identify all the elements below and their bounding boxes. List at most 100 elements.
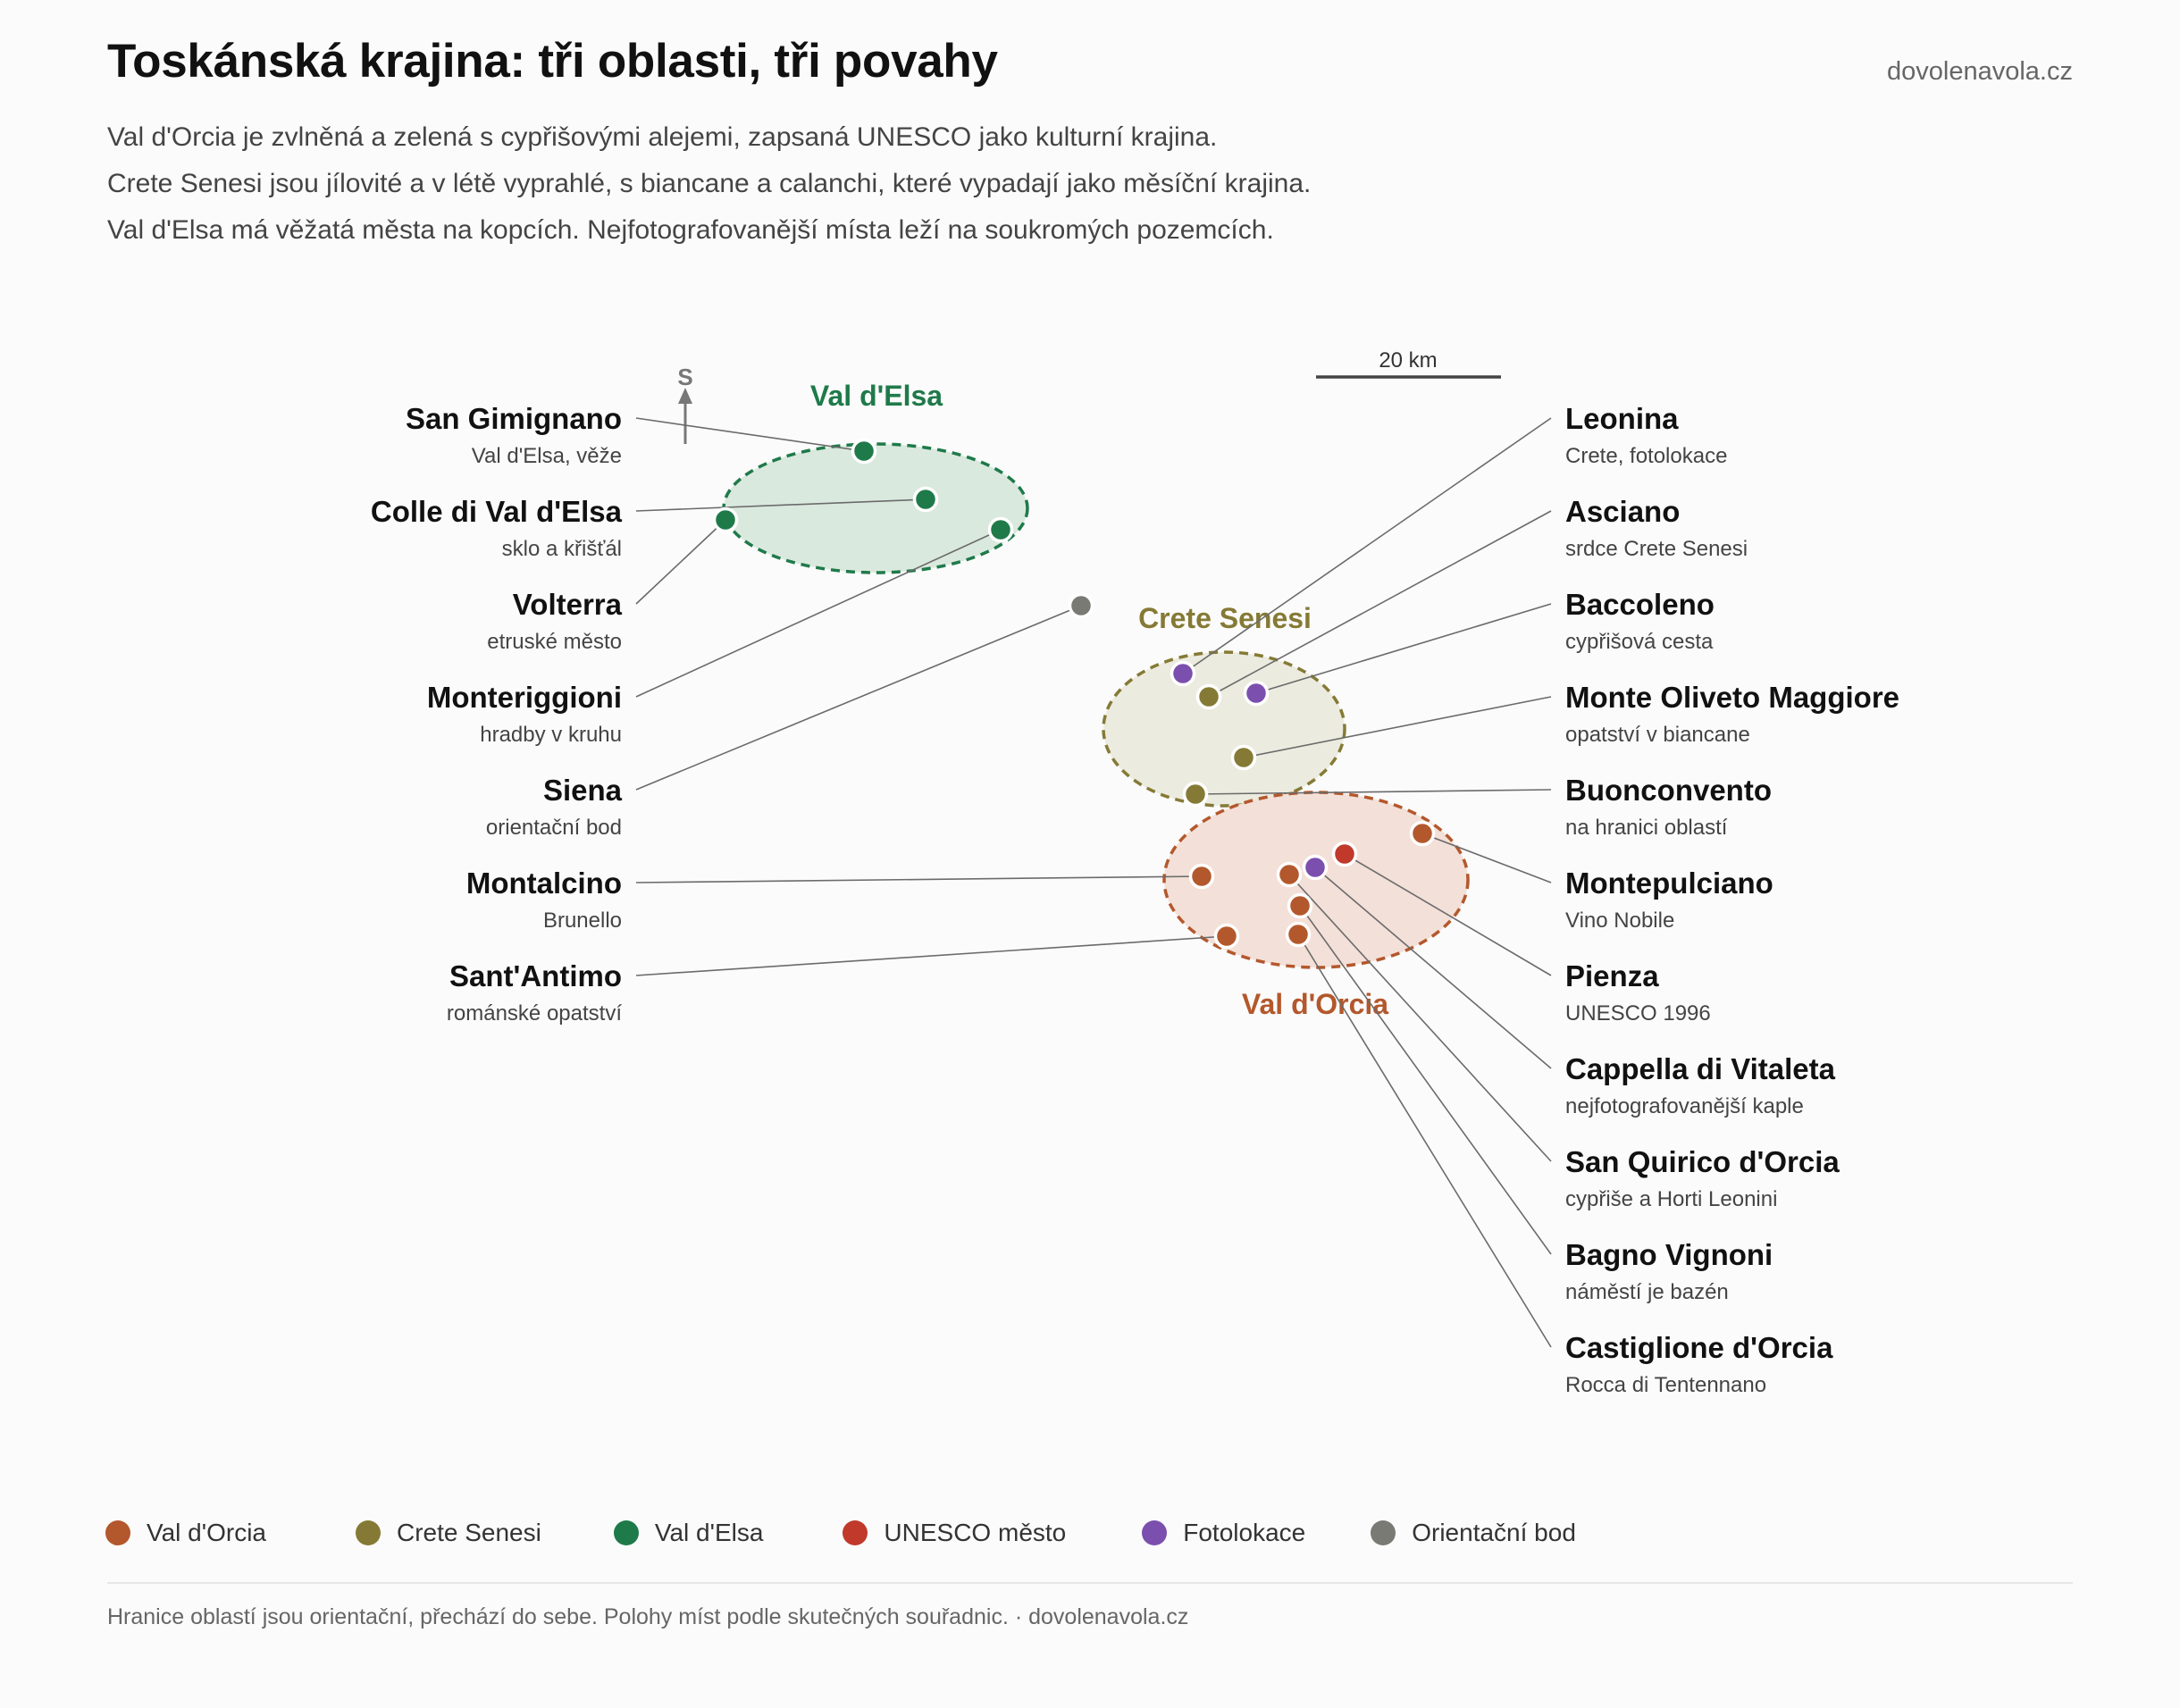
place-name-montepulciano: Montepulciano (1565, 867, 1773, 900)
legend-item: Val d'Orcia (105, 1519, 266, 1547)
place-marker-bagno-vignoni[interactable] (1287, 892, 1313, 919)
place-desc-pienza: UNESCO 1996 (1565, 1001, 1711, 1026)
place-desc-asciano: srdce Crete Senesi (1565, 537, 1748, 561)
place-desc-san-gimignano: Val d'Elsa, věže (472, 444, 622, 468)
north-arrow-icon: S (677, 364, 693, 444)
place-name-asciano: Asciano (1565, 495, 1680, 528)
place-desc-san-quirico-d-orcia: cypřiše a Horti Leonini (1565, 1187, 1777, 1211)
leader-line-san-gimignano (635, 417, 865, 452)
leader-lines (635, 417, 1552, 1348)
leader-line-asciano (1208, 510, 1552, 698)
leader-line-colle-di-val-d-elsa (635, 498, 926, 512)
place-marker-cappella-di-vitaleta[interactable] (1302, 854, 1329, 881)
region-area-elsa (722, 442, 1029, 574)
legend-label: Val d'Orcia (147, 1519, 266, 1546)
place-desc-montalcino: Brunello (543, 908, 622, 933)
place-marker-montepulciano[interactable] (1409, 820, 1436, 847)
legend-item: UNESCO město (843, 1519, 1066, 1547)
legend-item: Val d'Elsa (613, 1519, 764, 1547)
place-name-pienza: Pienza (1565, 959, 1659, 992)
scale-bar: 20 km (1316, 348, 1501, 379)
place-name-bagno-vignoni: Bagno Vignoni (1565, 1238, 1773, 1271)
legend-item: Orientační bod (1371, 1519, 1576, 1547)
legend-label: Val d'Elsa (654, 1519, 764, 1546)
place-marker-san-quirico-d-orcia[interactable] (1276, 861, 1303, 888)
leader-line-san-quirico-d-orcia (1288, 874, 1552, 1162)
place-desc-cappella-di-vitaleta: nejfotografovanější kaple (1565, 1094, 1804, 1118)
place-marker-monteriggioni[interactable] (987, 516, 1014, 543)
legend: Val d'Orcia Crete Senesi Val d'Elsa UNESCO … (105, 1519, 1576, 1547)
place-name-san-quirico-d-orcia: San Quirico d'Orcia (1565, 1145, 1840, 1178)
place-name-siena: Siena (543, 774, 623, 807)
legend-swatch (105, 1520, 130, 1545)
place-desc-bagno-vignoni: náměstí je bazén (1565, 1280, 1729, 1304)
legend-swatch (1371, 1520, 1396, 1545)
page-title: Toskánská krajina: tři oblasti, tři pova… (107, 35, 998, 88)
place-marker-monte-oliveto-maggiore[interactable] (1230, 744, 1257, 771)
place-name-buonconvento: Buonconvento (1565, 774, 1772, 807)
intro-line-crete: Crete Senesi jsou jílovité a v létě vypr… (107, 169, 1312, 198)
place-marker-castiglione-d-orcia[interactable] (1285, 921, 1312, 948)
leader-line-cappella-di-vitaleta (1314, 867, 1552, 1069)
place-name-sant-antimo: Sant'Antimo (449, 959, 622, 992)
place-name-monteriggioni: Monteriggioni (427, 681, 622, 714)
footer-note: Hranice oblastí jsou orientační, přecház… (107, 1604, 1189, 1629)
place-name-san-gimignano: San Gimignano (406, 402, 622, 435)
legend-swatch (843, 1520, 868, 1545)
leader-line-buonconvento (1195, 789, 1552, 795)
footer-divider (107, 1582, 2073, 1584)
place-marker-asciano[interactable] (1195, 683, 1222, 710)
legend-label: Crete Senesi (396, 1519, 541, 1546)
legend-item: Fotolokace (1142, 1519, 1305, 1547)
leader-line-montalcino (635, 875, 1203, 883)
place-desc-montepulciano: Vino Nobile (1565, 908, 1674, 933)
place-desc-monte-oliveto-maggiore: opatství v biancane (1565, 723, 1750, 747)
place-desc-siena: orientační bod (486, 816, 622, 840)
leader-line-leonina (1182, 417, 1552, 674)
place-marker-colle-di-val-d-elsa[interactable] (912, 486, 939, 513)
region-area-crete (1102, 650, 1346, 808)
place-desc-monteriggioni: hradby v kruhu (480, 723, 622, 747)
leader-line-castiglione-d-orcia (1297, 934, 1552, 1348)
legend-swatch (613, 1520, 639, 1545)
leader-line-siena (635, 605, 1082, 791)
scale-label: 20 km (1379, 348, 1437, 373)
legend-label: Fotolokace (1183, 1519, 1306, 1546)
place-desc-colle-di-val-d-elsa: sklo a křišťál (502, 537, 622, 561)
place-marker-san-gimignano[interactable] (851, 438, 877, 465)
leader-line-bagno-vignoni (1299, 905, 1552, 1255)
place-marker-sant-antimo[interactable] (1213, 923, 1240, 950)
place-name-montalcino: Montalcino (466, 867, 622, 900)
legend-label: UNESCO město (884, 1519, 1067, 1546)
legend-label: Orientační bod (1412, 1519, 1576, 1546)
leader-line-monteriggioni (635, 529, 1002, 698)
leader-line-pienza (1344, 853, 1552, 976)
legend-swatch (355, 1520, 381, 1545)
place-markers (712, 438, 1436, 950)
place-name-volterra: Volterra (513, 588, 623, 621)
legend-swatch (1142, 1520, 1168, 1545)
place-marker-leonina[interactable] (1170, 660, 1196, 687)
place-desc-buonconvento: na hranici oblastí (1565, 816, 1728, 840)
leader-line-volterra (635, 519, 726, 605)
brand-name: dovolenavola.cz (1887, 57, 2073, 86)
legend-item: Crete Senesi (355, 1519, 541, 1547)
place-name-leonina: Leonina (1565, 402, 1679, 435)
place-desc-sant-antimo: románské opatství (447, 1001, 622, 1026)
region-map: Val d'Elsa Crete Senesi Val d'Orcia S 20… (371, 348, 1899, 1397)
place-marker-baccoleno[interactable] (1243, 680, 1270, 707)
region-label-orcia: Val d'Orcia (1242, 988, 1388, 1020)
intro-text: Val d'Orcia je zvlněná a zelená s cypřiš… (107, 114, 1311, 254)
intro-line-elsa: Val d'Elsa má věžatá města na kopcích. N… (107, 215, 1274, 245)
place-marker-buonconvento[interactable] (1182, 781, 1209, 808)
intro-line-orcia: Val d'Orcia je zvlněná a zelená s cypřiš… (107, 122, 1218, 152)
region-label-elsa: Val d'Elsa (810, 380, 943, 412)
place-marker-siena[interactable] (1068, 592, 1094, 619)
place-marker-volterra[interactable] (712, 507, 739, 533)
place-name-castiglione-d-orcia: Castiglione d'Orcia (1565, 1331, 1833, 1364)
place-marker-pienza[interactable] (1331, 841, 1358, 867)
leader-line-baccoleno (1255, 603, 1552, 694)
place-marker-montalcino[interactable] (1188, 863, 1215, 890)
place-name-cappella-di-vitaleta: Cappella di Vitaleta (1565, 1052, 1836, 1085)
place-name-baccoleno: Baccoleno (1565, 588, 1715, 621)
